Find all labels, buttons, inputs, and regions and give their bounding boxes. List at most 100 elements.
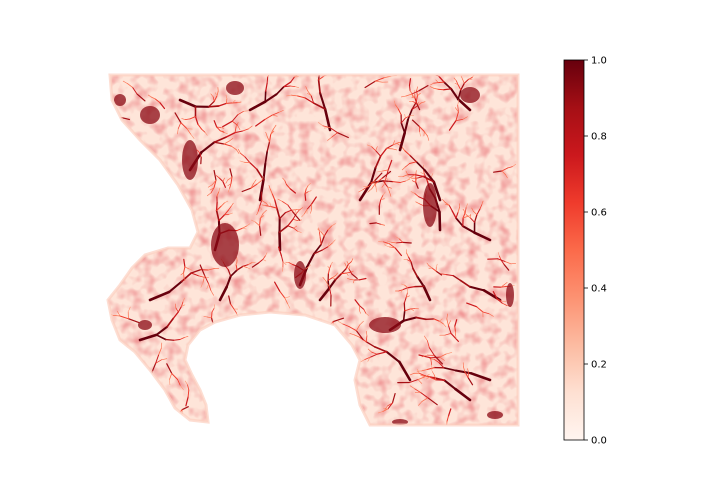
high-value-cluster [114, 94, 126, 106]
flow-channel [181, 406, 189, 411]
flow-channel [196, 149, 201, 154]
flow-channel [223, 209, 229, 216]
flow-channel [246, 223, 251, 227]
flow-channel [265, 202, 269, 207]
colorbar-tick-label: 0.2 [591, 360, 607, 371]
flow-channel [389, 191, 392, 197]
flow-channel [223, 140, 230, 145]
flow-channel [498, 255, 502, 261]
flow-channel [353, 279, 355, 284]
flow-channel [249, 162, 258, 170]
flow-channel [117, 311, 121, 317]
flow-channel [189, 225, 195, 229]
flow-channel [461, 225, 476, 234]
flow-channel [435, 379, 446, 381]
flow-channel [347, 261, 352, 265]
flow-channel [216, 175, 220, 179]
flow-channel [180, 122, 188, 130]
flow-channel [151, 170, 155, 174]
high-value-cluster [460, 87, 480, 103]
flow-channel [285, 184, 291, 190]
flow-channel [426, 71, 430, 72]
flow-channel [293, 225, 298, 229]
flow-channel [409, 154, 418, 163]
flow-channel [301, 213, 305, 218]
flow-channel [236, 227, 244, 232]
flow-channel [169, 373, 173, 380]
high-value-cluster [369, 317, 401, 333]
flow-channel [420, 375, 426, 377]
flow-channel [422, 285, 432, 302]
flow-channel [387, 159, 393, 171]
flow-channel [227, 188, 230, 193]
flow-channel [184, 266, 190, 270]
flow-channel [423, 131, 428, 137]
flow-channel [127, 306, 131, 313]
flow-channel [237, 125, 241, 131]
flow-channel [307, 92, 312, 96]
flow-channel [392, 142, 400, 146]
flow-channel [355, 408, 361, 421]
flow-channel [369, 353, 378, 358]
flow-channel [410, 191, 415, 194]
flow-channel [504, 261, 512, 265]
flow-channel [421, 369, 428, 372]
flow-channel [400, 117, 406, 124]
flow-channel [260, 400, 264, 413]
flow-channel [410, 261, 414, 270]
flow-channel [126, 215, 132, 222]
flow-channel [270, 69, 272, 73]
flow-channel [313, 398, 318, 403]
flow-channel [353, 428, 354, 433]
flow-channel [199, 264, 206, 277]
flow-channel [447, 408, 452, 417]
flow-channel [210, 187, 215, 194]
flow-channel [467, 376, 474, 386]
flow-channel [210, 93, 214, 97]
high-value-cluster [487, 411, 503, 419]
flow-channel [421, 354, 428, 358]
flow-channel [218, 102, 228, 107]
flow-channel [455, 217, 464, 227]
flow-channel [350, 429, 354, 432]
flow-channel [216, 90, 219, 97]
flow-channel [337, 320, 343, 325]
flow-channel [242, 265, 248, 268]
flow-channel [159, 101, 166, 110]
flow-channel [457, 89, 462, 100]
flow-channel [382, 241, 390, 244]
flow-channel [360, 359, 365, 363]
flow-channel [310, 209, 312, 214]
flow-channel [455, 119, 464, 121]
flow-channel [354, 299, 361, 307]
flow-channel [218, 325, 225, 331]
flow-channel [183, 266, 186, 274]
flow-channel [446, 415, 449, 422]
flow-channel [433, 82, 439, 84]
flow-channel [327, 242, 333, 248]
flow-channel [387, 402, 393, 410]
flow-channel [282, 266, 284, 272]
flow-channel [358, 277, 367, 281]
flow-channel [385, 177, 390, 182]
flow-channel [211, 179, 217, 186]
flow-channel [371, 351, 378, 355]
flow-channel [226, 398, 231, 403]
flow-channel [241, 187, 252, 193]
flow-channel [248, 125, 253, 130]
flow-channel [307, 90, 312, 97]
flow-channel [204, 131, 208, 136]
flow-channel [268, 418, 274, 423]
flow-channel [155, 354, 160, 364]
flow-channel [443, 323, 447, 328]
flow-channel [325, 280, 330, 288]
flow-channel [340, 374, 344, 382]
flow-channel [402, 287, 409, 291]
flow-channel [207, 268, 215, 271]
flow-channel [411, 90, 420, 95]
flow-channel [320, 410, 328, 413]
flow-channel [416, 370, 422, 372]
flow-channel [138, 333, 158, 342]
flow-channel [327, 242, 330, 247]
flow-channel [279, 290, 286, 299]
